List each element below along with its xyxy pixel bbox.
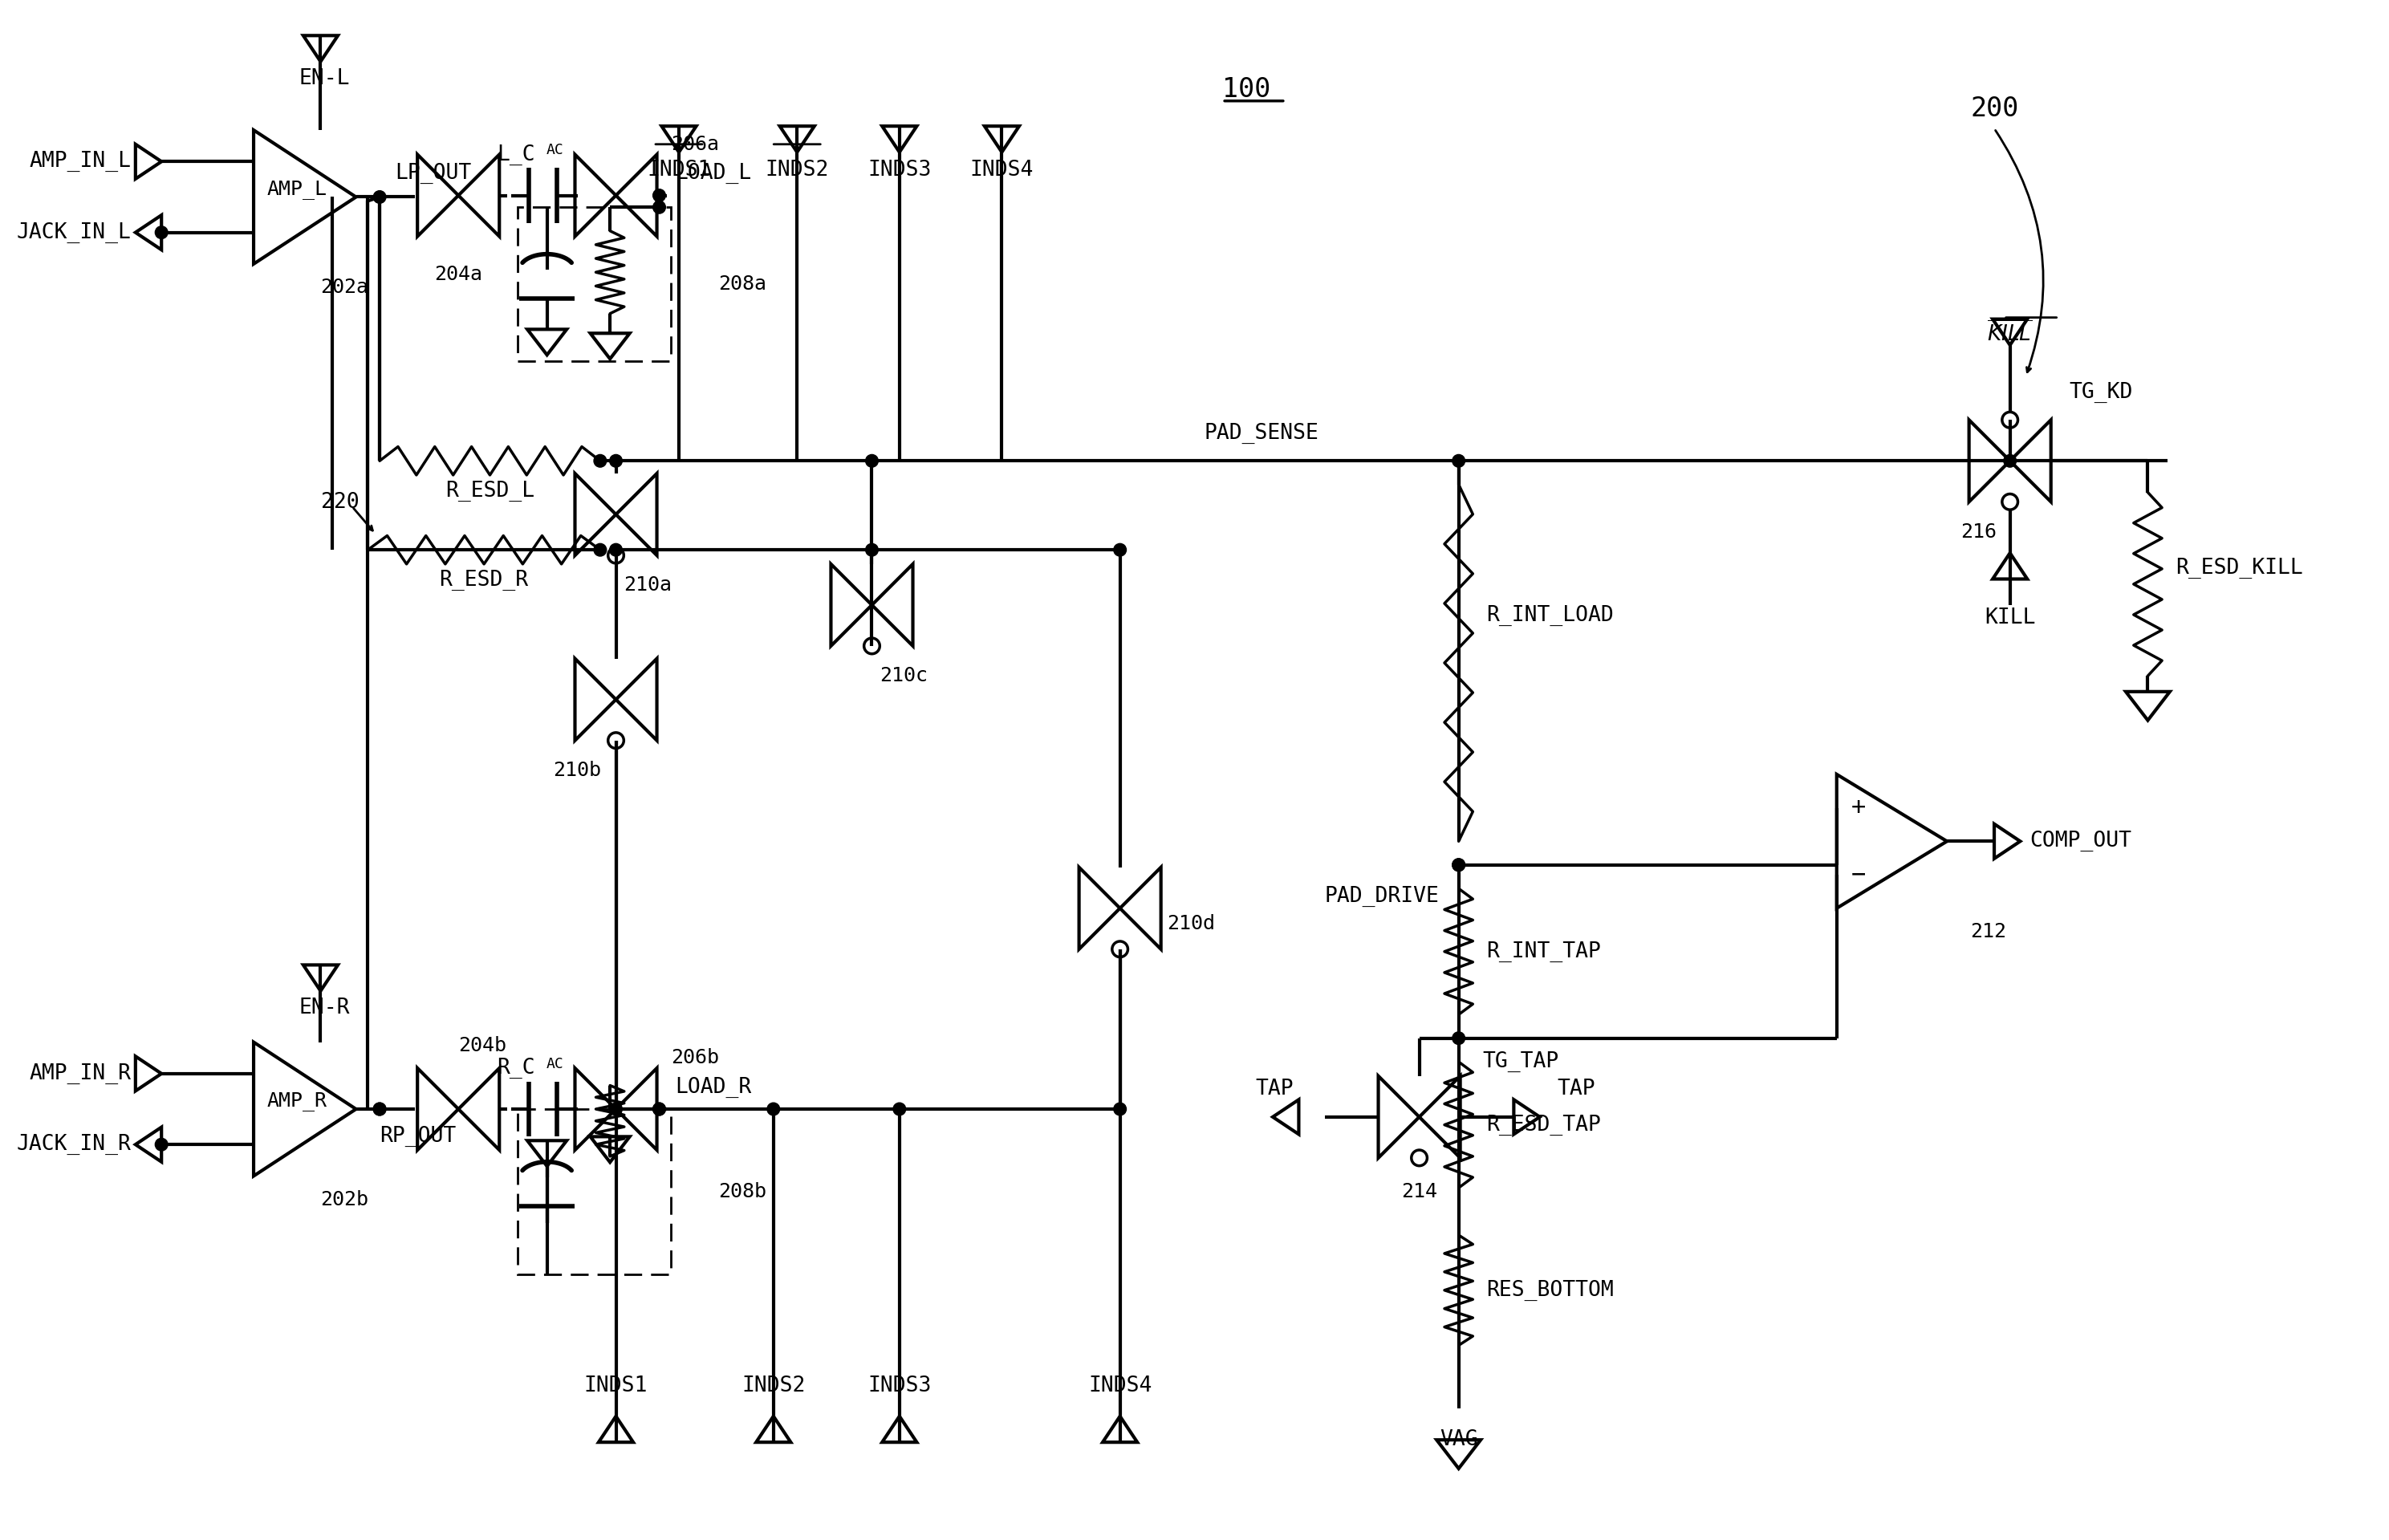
Text: 220: 220 — [320, 493, 358, 513]
Text: R_ESD_R: R_ESD_R — [440, 570, 528, 590]
Circle shape — [155, 1138, 167, 1150]
Text: PAD_SENSE: PAD_SENSE — [1204, 424, 1319, 444]
Circle shape — [373, 1103, 387, 1115]
Text: 216: 216 — [1961, 522, 1997, 542]
Text: L_C: L_C — [497, 145, 535, 165]
Text: INDS1: INDS1 — [583, 1375, 647, 1397]
Circle shape — [652, 200, 667, 214]
Circle shape — [609, 454, 621, 467]
Circle shape — [652, 1103, 667, 1115]
Circle shape — [373, 1103, 387, 1115]
Text: RES_BOTTOM: RES_BOTTOM — [1486, 1280, 1613, 1301]
Circle shape — [595, 454, 607, 467]
Text: 206b: 206b — [671, 1049, 719, 1067]
Text: 210d: 210d — [1168, 915, 1216, 933]
Text: AMP_L: AMP_L — [268, 180, 327, 199]
Text: EN-R: EN-R — [299, 998, 349, 1018]
Bar — [518, 208, 671, 360]
Text: INDS1: INDS1 — [647, 160, 712, 180]
Text: INDS4: INDS4 — [1087, 1375, 1151, 1397]
Circle shape — [609, 544, 621, 556]
Text: TAP: TAP — [1254, 1080, 1292, 1100]
Text: AC: AC — [547, 1056, 564, 1072]
Circle shape — [595, 544, 607, 556]
Text: LOAD_L: LOAD_L — [676, 163, 753, 183]
Text: R_ESD_KILL: R_ESD_KILL — [2176, 557, 2303, 579]
Text: JACK_IN_R: JACK_IN_R — [17, 1133, 131, 1155]
Text: KILL: KILL — [1985, 608, 2035, 628]
Text: AMP_IN_R: AMP_IN_R — [29, 1063, 131, 1084]
Text: TG_KD: TG_KD — [2069, 382, 2133, 403]
Text: AMP_IN_L: AMP_IN_L — [29, 151, 131, 172]
Text: R_ESD_TAP: R_ESD_TAP — [1486, 1115, 1601, 1135]
Text: INDS2: INDS2 — [764, 160, 829, 180]
Text: VAG: VAG — [1441, 1429, 1479, 1451]
Circle shape — [609, 1103, 621, 1115]
Circle shape — [1113, 544, 1125, 556]
Text: RP_OUT: RP_OUT — [380, 1126, 456, 1147]
Text: 202a: 202a — [320, 277, 368, 297]
Circle shape — [2004, 454, 2016, 467]
Circle shape — [1113, 1103, 1125, 1115]
Text: INDS3: INDS3 — [867, 1375, 932, 1397]
Text: R_ESD_L: R_ESD_L — [444, 480, 535, 500]
Circle shape — [1453, 859, 1464, 872]
Text: TG_TAP: TG_TAP — [1481, 1052, 1558, 1072]
Text: 210b: 210b — [552, 761, 602, 781]
Text: 100: 100 — [1223, 75, 1271, 102]
Text: 204a: 204a — [435, 265, 483, 283]
Circle shape — [1453, 454, 1464, 467]
Text: COMP_OUT: COMP_OUT — [2031, 830, 2131, 852]
Text: 206a: 206a — [671, 134, 719, 154]
Text: 204b: 204b — [459, 1036, 506, 1056]
Text: 210a: 210a — [624, 576, 671, 594]
Text: 200: 200 — [1971, 95, 2019, 122]
Text: INDS4: INDS4 — [970, 160, 1034, 180]
Circle shape — [865, 454, 879, 467]
Text: $\overline{KILL}$: $\overline{KILL}$ — [1988, 322, 2033, 346]
Text: AMP_R: AMP_R — [268, 1092, 327, 1110]
Circle shape — [767, 1103, 779, 1115]
Text: 208a: 208a — [719, 274, 767, 294]
Text: LP_OUT: LP_OUT — [397, 163, 471, 183]
Text: TAP: TAP — [1558, 1080, 1596, 1100]
Text: PAD_DRIVE: PAD_DRIVE — [1324, 886, 1438, 907]
Text: R_C: R_C — [497, 1058, 535, 1078]
Text: 210c: 210c — [879, 667, 927, 685]
Text: R_INT_TAP: R_INT_TAP — [1486, 941, 1601, 962]
Circle shape — [1453, 859, 1464, 872]
Bar — [518, 1109, 671, 1275]
Circle shape — [652, 189, 667, 202]
Text: INDS2: INDS2 — [741, 1375, 805, 1397]
Circle shape — [1453, 1032, 1464, 1044]
Text: +: + — [1851, 796, 1866, 819]
Circle shape — [652, 1103, 667, 1115]
Text: 202b: 202b — [320, 1190, 368, 1209]
Text: INDS3: INDS3 — [867, 160, 932, 180]
Circle shape — [893, 1103, 905, 1115]
Circle shape — [373, 191, 387, 203]
Text: 208b: 208b — [719, 1183, 767, 1201]
Text: JACK_IN_L: JACK_IN_L — [17, 222, 131, 243]
Text: EN-L: EN-L — [299, 68, 349, 89]
Text: R_INT_LOAD: R_INT_LOAD — [1486, 605, 1613, 627]
Text: −: − — [1851, 862, 1866, 887]
Circle shape — [865, 544, 879, 556]
Text: 212: 212 — [1971, 922, 2007, 941]
Circle shape — [155, 226, 167, 239]
Text: AC: AC — [547, 143, 564, 157]
Text: LOAD_R: LOAD_R — [676, 1076, 753, 1098]
Text: 214: 214 — [1402, 1183, 1438, 1201]
